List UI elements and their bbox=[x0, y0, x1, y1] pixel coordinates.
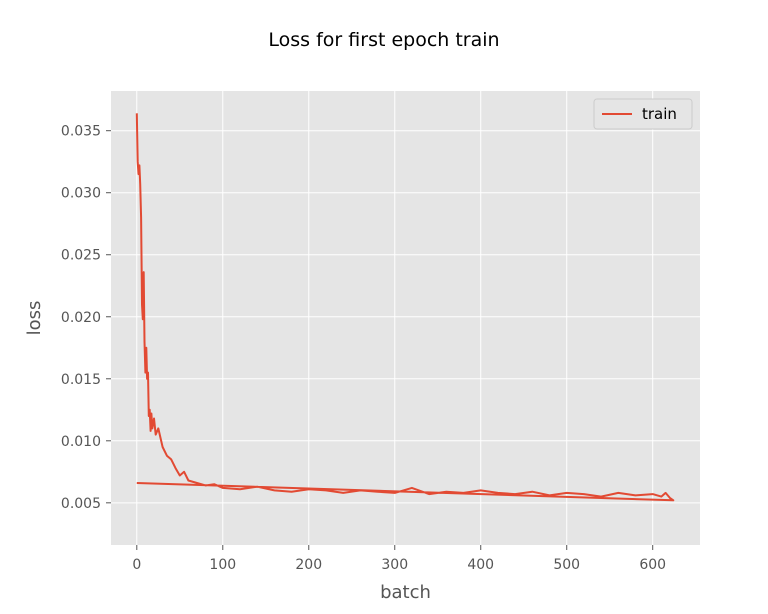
y-axis-label: loss bbox=[24, 301, 45, 336]
y-tick-label: 0.005 bbox=[61, 496, 101, 512]
x-tick-label: 300 bbox=[381, 557, 408, 573]
y-tick-label: 0.020 bbox=[61, 310, 101, 326]
x-tick-label: 500 bbox=[553, 557, 580, 573]
y-tick-label: 0.010 bbox=[61, 434, 101, 450]
chart-title: Loss for first epoch train bbox=[268, 29, 500, 51]
series-line-train bbox=[135, 113, 675, 502]
x-tick-label: 400 bbox=[467, 557, 494, 573]
y-tick-label: 0.035 bbox=[61, 124, 101, 140]
y-tick-label: 0.030 bbox=[61, 186, 101, 202]
y-tick-label: 0.015 bbox=[61, 372, 101, 388]
x-tick-label: 600 bbox=[639, 557, 666, 573]
x-tick-label: 0 bbox=[132, 557, 141, 573]
legend-label: train bbox=[642, 105, 677, 123]
legend-box bbox=[593, 98, 693, 130]
x-tick-label: 200 bbox=[295, 557, 322, 573]
plot-background bbox=[111, 91, 700, 545]
y-tick-label: 0.025 bbox=[61, 248, 101, 264]
x-tick-label: 100 bbox=[209, 557, 236, 573]
x-axis-label: batch bbox=[380, 582, 431, 603]
